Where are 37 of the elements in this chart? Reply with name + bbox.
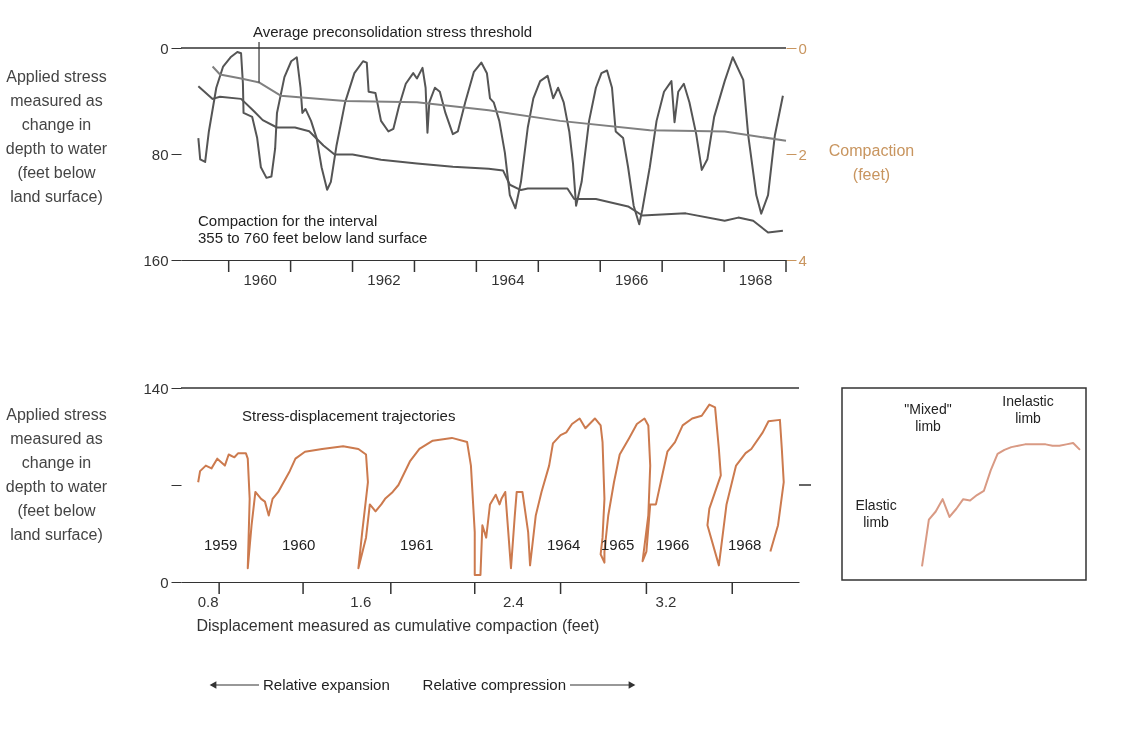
- x-tick-label: 1960: [243, 270, 277, 288]
- x-tick-label: 0.8: [197, 592, 219, 610]
- y2-tick-label: 2: [798, 145, 807, 163]
- text: Elastic limb: [855, 497, 897, 530]
- x-tick-label: 1964: [491, 270, 525, 288]
- annotation: 1964: [547, 536, 581, 553]
- y-tick-label: 160: [143, 251, 169, 269]
- line-series: [211, 65, 787, 142]
- annotation: 1968: [728, 536, 762, 553]
- text: Inelastic limb: [1002, 393, 1054, 426]
- y-tick-label: 0: [160, 573, 169, 591]
- annotation: 1959: [204, 536, 238, 553]
- y-axis-title: Applied stress measured as change in depth to water (feet below land surface): [5, 67, 108, 205]
- text: Relative expansion: [263, 676, 390, 693]
- text: "Mixed" limb: [904, 401, 952, 434]
- x-axis-title: Displacement measured as cumulative compaction (feet): [196, 616, 600, 634]
- annotation: Average preconsolidation stress threshold: [253, 23, 533, 40]
- x-tick-label: 2.4: [502, 592, 524, 610]
- annotation: 1966: [656, 536, 690, 553]
- text: Relative compression: [422, 676, 566, 693]
- y2-tick-label: 4: [798, 251, 807, 269]
- line-series: [197, 403, 785, 577]
- annotation: 1960: [282, 536, 316, 553]
- x-tick-label: 1968: [738, 270, 773, 288]
- y2-tick-label: 0: [798, 39, 807, 57]
- annotation: Compaction for the interval 355 to 760 feet below land surface: [198, 212, 428, 246]
- x-tick-label: 1962: [367, 270, 401, 288]
- x-tick-label: 1966: [615, 270, 649, 288]
- y-axis-title: Applied stress measured as change in depth to water (feet below land surface): [5, 405, 108, 543]
- y-tick-label: 140: [143, 379, 169, 397]
- y-tick-label: 0: [160, 39, 169, 57]
- annotation: 1961: [400, 536, 434, 553]
- x-tick-label: 3.2: [655, 592, 677, 610]
- y-tick-label: 80: [151, 145, 169, 163]
- annotation: Stress-displacement trajectories: [242, 407, 456, 424]
- y2-axis-title: Compaction (feet): [828, 141, 915, 183]
- x-tick-label: 1.6: [350, 592, 372, 610]
